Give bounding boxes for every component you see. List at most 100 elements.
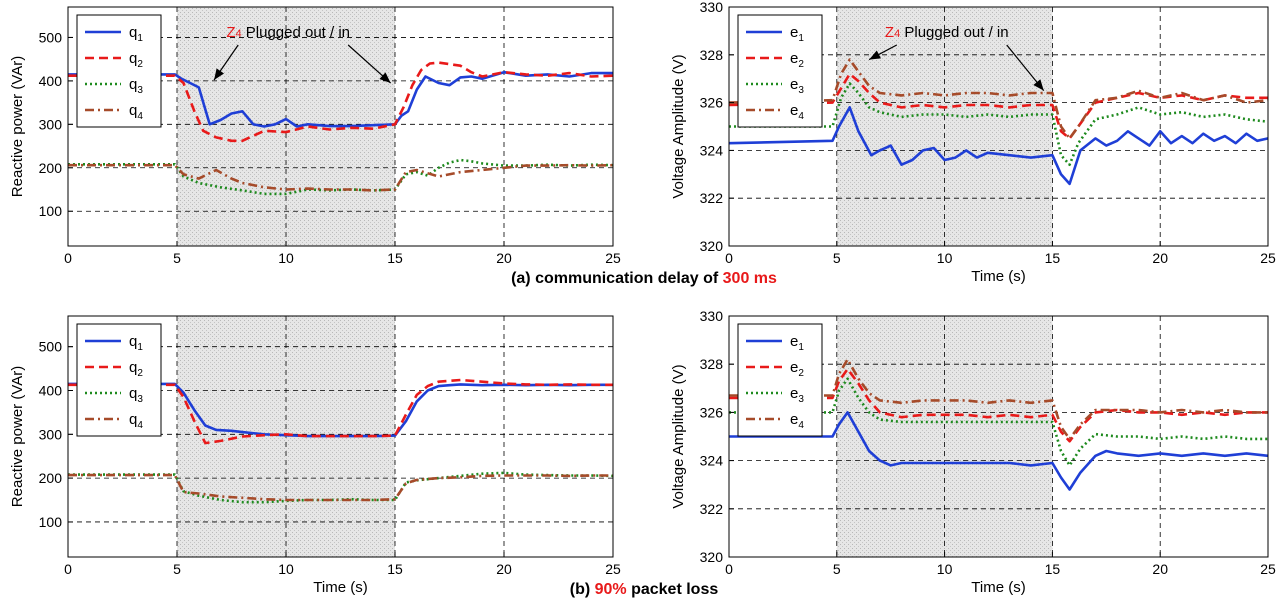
series-line-e1 — [729, 411, 1269, 491]
caption-a-highlight: 300 ms — [722, 270, 777, 287]
legend-label: e4 — [790, 411, 804, 431]
x-tick-label: 15 — [1045, 250, 1061, 266]
x-tick-label: 15 — [387, 561, 403, 577]
legend-label: q2 — [129, 359, 143, 379]
series-line-e3 — [729, 82, 1269, 166]
x-tick-label: 5 — [833, 561, 841, 577]
caption-b-text: packet loss — [626, 581, 719, 598]
series-line-q4 — [68, 473, 613, 502]
plot-frame — [728, 315, 1269, 558]
annotation-arrowhead — [869, 50, 881, 60]
series-line-e2 — [728, 72, 1268, 140]
x-axis-label: Time (s) — [313, 579, 367, 596]
y-tick-label: 320 — [700, 549, 724, 565]
x-tick-label: 20 — [496, 250, 512, 266]
annotation-arrowhead — [214, 68, 225, 81]
x-tick-label: 25 — [605, 250, 621, 266]
legend-box — [737, 14, 823, 128]
x-tick-label: 20 — [1152, 561, 1168, 577]
y-tick-label: 322 — [700, 190, 724, 206]
y-tick-label: 320 — [700, 238, 724, 254]
x-tick-label: 20 — [496, 561, 512, 577]
y-tick-label: 322 — [700, 501, 724, 517]
legend-label: e1 — [790, 24, 804, 44]
x-tick-label: 5 — [833, 250, 841, 266]
x-tick-label: 0 — [64, 250, 72, 266]
y-tick-label: 100 — [39, 203, 63, 219]
x-tick-label: 0 — [725, 250, 733, 266]
y-tick-label: 326 — [700, 404, 724, 420]
x-tick-label: 10 — [278, 561, 294, 577]
legend-label: q3 — [129, 385, 143, 405]
plot-frame — [67, 6, 614, 247]
legend-label: e4 — [790, 102, 804, 122]
legend-label: e2 — [790, 50, 804, 70]
y-tick-label: 300 — [39, 116, 63, 132]
x-tick-label: 25 — [1260, 561, 1276, 577]
y-tick-label: 324 — [700, 453, 724, 469]
series-line-e1 — [728, 106, 1269, 186]
series-line-e4 — [728, 58, 1269, 140]
x-tick-label: 0 — [64, 561, 72, 577]
x-tick-label: 10 — [937, 250, 953, 266]
caption-b-prefix: (b) — [569, 581, 595, 598]
chart-b-voltage-amplitude: 0 5 10 15 20 25 320 322 324 326 328 330 Voltage Ampl… — [670, 308, 1276, 596]
legend-label: q2 — [129, 50, 143, 70]
y-tick-label: 500 — [39, 339, 63, 355]
y-tick-label: 324 — [700, 142, 724, 158]
legend-label: q1 — [129, 24, 143, 44]
x-tick-label: 10 — [937, 561, 953, 577]
legend-box — [76, 323, 162, 437]
y-axis-label: Voltage Amplitude (V) — [670, 54, 687, 198]
legend-label: q4 — [129, 102, 143, 122]
y-tick-label: 330 — [700, 308, 724, 324]
legend-label: q4 — [129, 411, 143, 431]
y-tick-label: 328 — [700, 356, 724, 372]
series-line-e4 — [729, 358, 1268, 441]
legend-label: q1 — [129, 333, 143, 353]
legend-label: e1 — [790, 333, 804, 353]
legend-box — [76, 14, 162, 128]
y-tick-label: 300 — [39, 426, 63, 442]
annotation-arrowhead — [379, 72, 391, 84]
y-axis-label: Voltage Amplitude (V) — [670, 364, 687, 508]
plot-frame — [728, 6, 1269, 247]
y-tick-label: 500 — [39, 29, 63, 45]
plot-frame — [67, 315, 614, 558]
x-tick-label: 0 — [725, 561, 733, 577]
x-tick-label: 25 — [605, 561, 621, 577]
legend-label: e3 — [790, 385, 804, 405]
series-line-q4 — [68, 163, 614, 192]
y-tick-label: 326 — [700, 95, 724, 111]
x-tick-label: 25 — [1260, 250, 1276, 266]
y-tick-label: 200 — [39, 470, 63, 486]
annotation-label: Z4 Plugged out / in — [226, 24, 350, 41]
y-axis-label: Reactive power (VAr) — [9, 366, 26, 507]
x-axis-label: Time (s) — [971, 579, 1025, 596]
chart-b-reactive-power: 0 5 10 15 20 25 100 200 300 400 500 Reactive power … — [9, 315, 621, 596]
y-axis-label: Reactive power (VAr) — [9, 56, 26, 197]
y-tick-label: 328 — [700, 47, 724, 63]
x-tick-label: 15 — [387, 250, 403, 266]
y-tick-label: 100 — [39, 514, 63, 530]
series-line-q2 — [68, 378, 613, 445]
y-tick-label: 330 — [700, 0, 724, 15]
x-tick-label: 15 — [1045, 561, 1061, 577]
series-line-e2 — [729, 367, 1268, 443]
chart-a-reactive-power: 0 5 10 15 20 25 100 200 300 400 500 Reactive power … — [9, 6, 621, 266]
x-tick-label: 20 — [1152, 250, 1168, 266]
legend-label: q3 — [129, 76, 143, 96]
x-tick-label: 10 — [278, 250, 294, 266]
chart-a-voltage-amplitude: 0 5 10 15 20 25 320 322 324 326 328 330 Voltage Ampl… — [670, 0, 1276, 285]
x-tick-label: 5 — [173, 561, 181, 577]
x-axis-label: Time (s) — [971, 268, 1025, 285]
y-tick-label: 400 — [39, 73, 63, 89]
legend-label: e2 — [790, 359, 804, 379]
annotation-label: Z4 Plugged out / in — [885, 24, 1009, 41]
x-tick-label: 5 — [173, 250, 181, 266]
legend-label: e3 — [790, 76, 804, 96]
series-line-q2 — [68, 61, 614, 143]
caption-b-highlight: 90% — [594, 581, 627, 598]
annotation-arrowhead — [1033, 79, 1044, 91]
